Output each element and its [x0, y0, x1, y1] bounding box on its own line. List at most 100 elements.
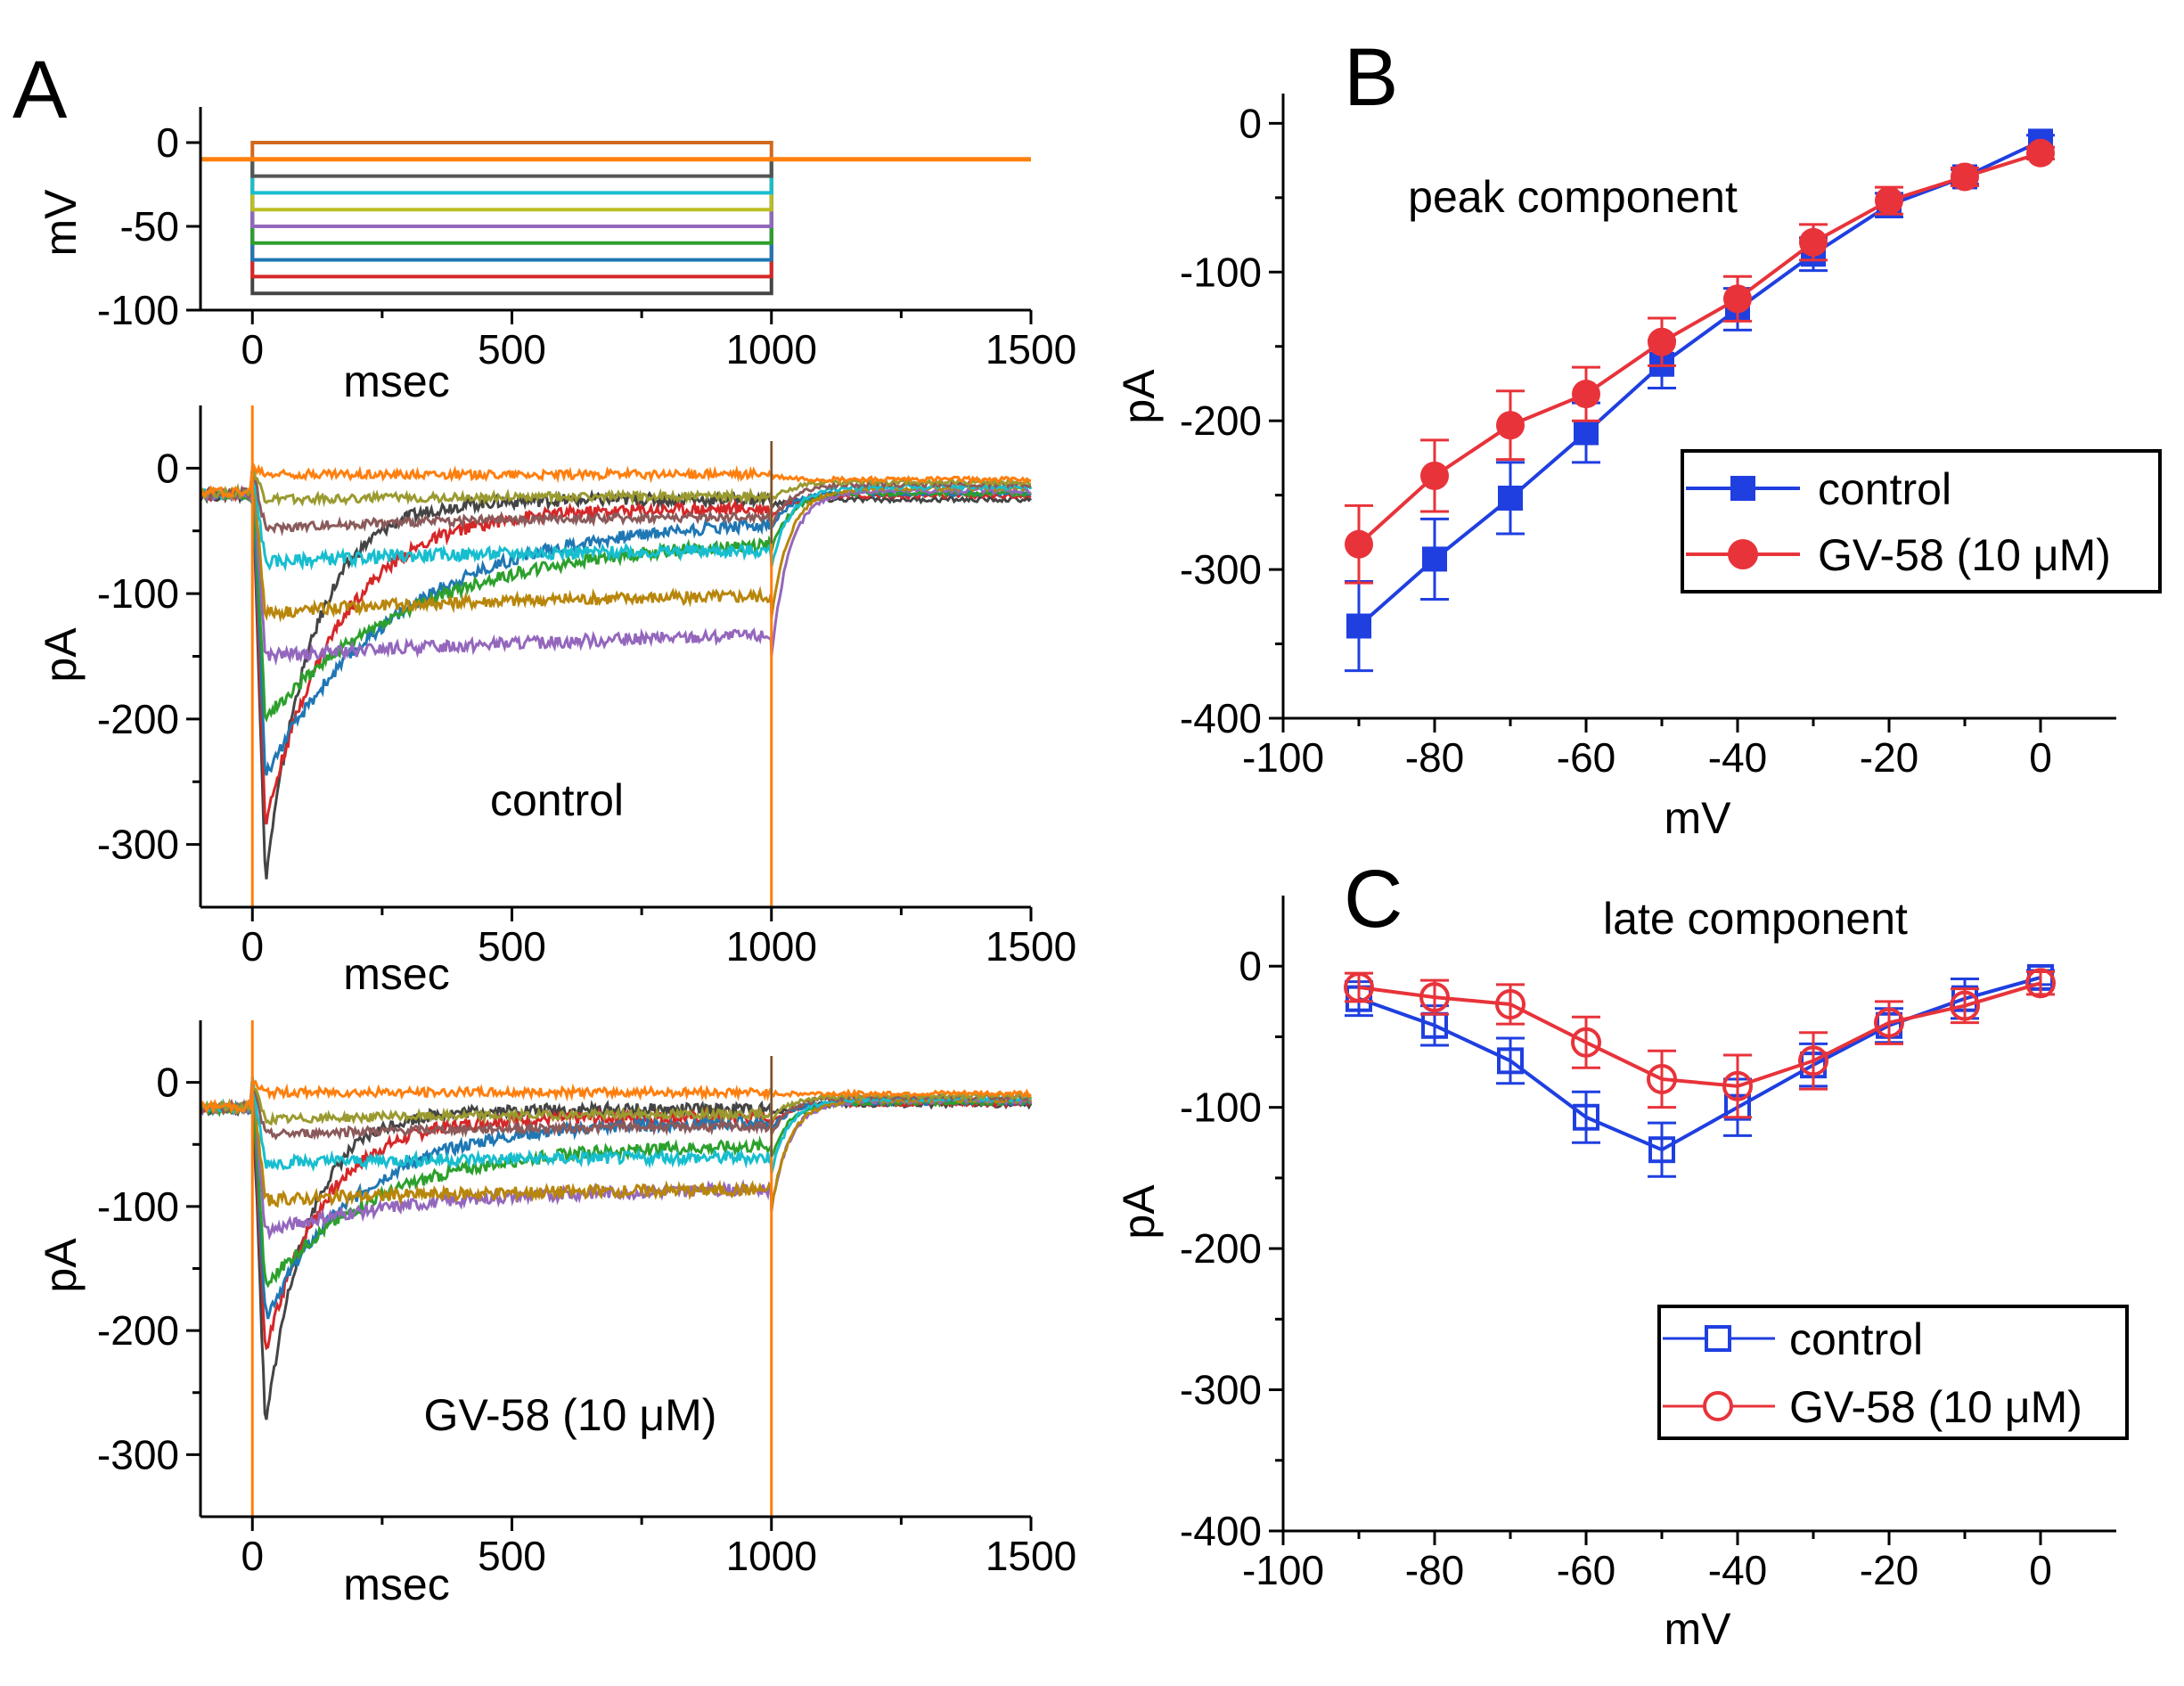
y-tick-label: -300	[1180, 1367, 1262, 1413]
control-current-plot: 0 500 1000 1500 0 -100 -200 -300 msec pA contro…	[36, 405, 1076, 999]
voltage-step-trace	[250, 159, 773, 212]
control-annotation: control	[490, 775, 624, 825]
series-line	[1357, 151, 2041, 546]
data-point-square	[1422, 546, 1447, 572]
voltage-step-trace	[250, 159, 773, 178]
data-point-circle	[1419, 982, 1450, 1013]
x-tick-label: 500	[478, 326, 546, 372]
current-trace	[200, 1076, 1032, 1174]
y-tick-label: -100	[97, 287, 179, 333]
y-tick-label: -400	[1180, 695, 1262, 741]
data-point-square	[1648, 1136, 1675, 1164]
y-tick-label: -200	[97, 1307, 179, 1354]
x-tick-label: 0	[2029, 1547, 2052, 1593]
y-tick-label: -400	[1180, 1508, 1262, 1554]
x-tick-label: -20	[1860, 734, 1918, 781]
x-tick-label: -100	[1242, 734, 1324, 781]
panel-label-a: A	[12, 45, 68, 135]
data-point-circle	[1951, 162, 1979, 192]
x-tick-label: 1500	[986, 326, 1076, 372]
y-tick-label: -100	[1180, 1084, 1262, 1131]
legend-label-control: control	[1818, 464, 1951, 514]
data-point-circle	[1647, 1063, 1677, 1094]
x-tick-label: 1500	[986, 1533, 1076, 1579]
legend-label-gv58: GV-58 (10 μM)	[1789, 1382, 2082, 1432]
data-point-circle	[1798, 1045, 1828, 1076]
x-tick-label: 1500	[986, 923, 1076, 970]
current-trace	[200, 470, 1032, 623]
x-tick-label: -40	[1708, 734, 1767, 781]
data-point-circle	[1723, 284, 1752, 314]
x-tick-label: -80	[1405, 1547, 1464, 1593]
y-tick-label: -200	[97, 696, 179, 742]
voltage-step-trace	[250, 159, 773, 245]
filled-square-icon	[1730, 476, 1755, 501]
y-tick-label: 0	[1239, 943, 1262, 989]
y-tick-label: -300	[1180, 546, 1262, 593]
current-trace	[200, 471, 1032, 825]
y-axis-label: pA	[36, 1238, 86, 1293]
control-axes: 0 500 1000 1500 0 -100 -200 -300	[97, 405, 1076, 970]
late-component-title: late component	[1603, 894, 1908, 944]
series-line	[1358, 975, 2041, 1152]
filled-circle-icon	[1728, 539, 1758, 569]
panel-label-b: B	[1344, 32, 1398, 123]
legend: control GV-58 (10 μM)	[1657, 1305, 2129, 1440]
data-point-circle	[2025, 968, 2056, 999]
x-tick-label: -40	[1708, 1547, 1767, 1593]
x-axis-label: msec	[343, 949, 449, 999]
series-line	[1358, 981, 2041, 1088]
data-point-circle	[1648, 327, 1676, 356]
data-point-square	[1574, 420, 1599, 446]
x-tick-label: 1000	[726, 326, 817, 372]
data-point-circle	[1572, 380, 1600, 409]
x-tick-label: 0	[241, 1533, 264, 1579]
legend-key-gv58	[1686, 539, 1800, 569]
peak-iv-plot: -100 -80 -60 -40 -20 00-100-200-300-400 peak …	[1114, 94, 2162, 843]
data-point-circle	[1799, 227, 1828, 257]
current-trace	[200, 1079, 1032, 1116]
current-trace	[199, 462, 1032, 500]
data-point-circle	[1420, 461, 1449, 490]
gv58-annotation: GV-58 (10 μM)	[424, 1390, 717, 1440]
y-tick-label: -100	[97, 1183, 179, 1230]
voltage-protocol-plot: 0 500 1000 1500 0 -50 -100 msec mV	[36, 107, 1076, 406]
y-tick-label: 0	[1239, 100, 1262, 146]
late-iv-series	[1344, 963, 2056, 1178]
late-iv-axes: -100 -80 -60 -40 -20 00-100-200-300-400	[1180, 896, 2116, 1593]
legend-key-control	[1686, 476, 1800, 501]
open-square-icon	[1705, 1325, 1731, 1352]
current-trace	[200, 1081, 1033, 1351]
current-trace	[199, 472, 1032, 776]
y-tick-label: -200	[1180, 397, 1262, 444]
x-tick-label: 1000	[726, 923, 817, 970]
data-point-square	[1346, 613, 1371, 639]
data-point-circle	[1495, 989, 1526, 1020]
legend: control GV-58 (10 μM)	[1681, 449, 2162, 593]
x-tick-label: 500	[478, 1533, 546, 1579]
data-point-circle	[1344, 971, 1374, 1003]
y-axis-label: pA	[36, 627, 86, 683]
y-tick-label: -200	[1180, 1225, 1262, 1272]
peak-iv-axes: -100 -80 -60 -40 -20 00-100-200-300-400	[1180, 94, 2116, 781]
voltage-step-trace	[250, 141, 773, 160]
x-axis-label: msec	[343, 356, 449, 406]
y-tick-label: -300	[97, 822, 179, 868]
y-tick-label: 0	[156, 119, 179, 166]
data-point-circle	[1874, 1007, 1904, 1038]
voltage-axes: 0 500 1000 1500 0 -50 -100	[97, 107, 1076, 372]
data-point-circle	[2026, 138, 2055, 168]
x-tick-label: -100	[1242, 1547, 1324, 1593]
gv58-axes: 0 500 1000 1500 0 -100 -200 -300	[97, 1020, 1076, 1579]
x-tick-label: 1000	[726, 1533, 817, 1579]
x-axis-label: mV	[1665, 1604, 1732, 1654]
legend-key-control	[1663, 1325, 1775, 1352]
current-trace	[199, 465, 1031, 508]
x-tick-label: -80	[1405, 734, 1464, 781]
data-point-circle	[1875, 186, 1903, 216]
x-tick-label: 0	[241, 923, 264, 970]
data-point-circle	[1496, 411, 1525, 440]
x-tick-label: 500	[478, 923, 546, 970]
x-tick-label: -60	[1557, 734, 1616, 781]
